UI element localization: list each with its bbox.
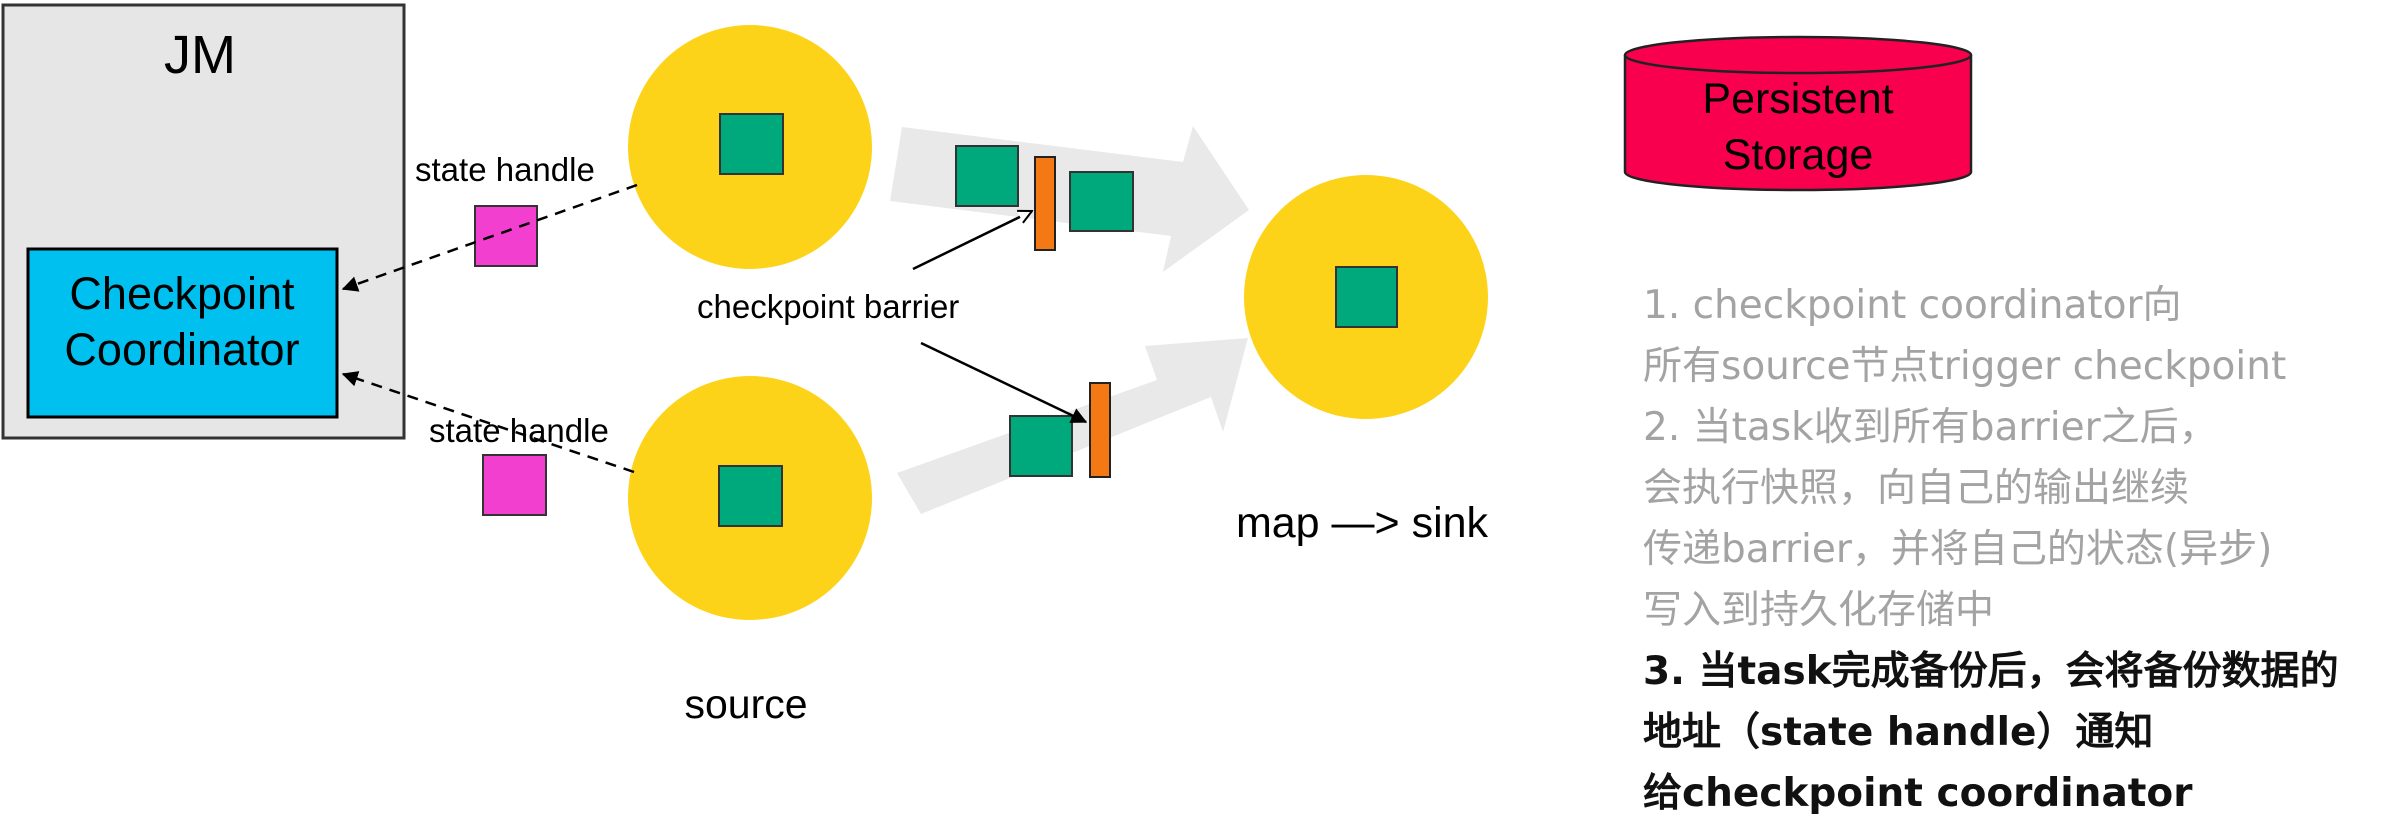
note-step1-line2: 所有source节点trigger checkpoint	[1643, 344, 2287, 389]
record-square	[718, 465, 783, 527]
barrier-pointer-bottom	[920, 341, 1088, 424]
barrier-pointer-top	[912, 211, 1032, 271]
state-handle-square-bottom	[482, 454, 547, 516]
checkpoint-coordinator: Checkpoint Coordinator	[26, 247, 339, 419]
note-step2-line4: 写入到持久化存储中	[1643, 588, 1995, 633]
state-handle-arrow-top	[341, 183, 638, 292]
barrier-marker-top	[1034, 156, 1056, 251]
source-label: source	[684, 681, 807, 727]
coordinator-label-line1: Checkpoint	[69, 268, 295, 319]
state-handle-label-top: state handle	[415, 151, 595, 188]
jm-title: JM	[164, 25, 236, 85]
note-step2-line1: 2. 当task收到所有barrier之后，	[1643, 405, 2218, 450]
record-square	[955, 145, 1019, 207]
note-step3-line2: 地址（state handle）通知	[1643, 710, 2154, 755]
record-square	[1335, 266, 1398, 328]
note-step2-line3: 传递barrier，并将自己的状态(异步)	[1643, 527, 2273, 572]
state-handle-label-bottom: state handle	[429, 412, 609, 449]
note-step3-line1: 3. 当task完成备份后，会将备份数据的	[1643, 649, 2339, 694]
checkpoint-barrier-label: checkpoint barrier	[697, 288, 959, 325]
persistent-storage: Persistent Storage	[1623, 35, 1973, 192]
record-square	[1069, 171, 1134, 232]
state-handle-square-top	[474, 205, 538, 267]
note-step1-line1: 1. checkpoint coordinator向	[1643, 283, 2182, 328]
note-step2-line2: 会执行快照，向自己的输出继续	[1643, 466, 2190, 511]
storage-label-line2: Storage	[1723, 131, 1874, 179]
note-step3-line3: 给checkpoint coordinator	[1643, 771, 2193, 816]
record-square	[719, 113, 784, 175]
coordinator-label-line2: Coordinator	[64, 324, 299, 375]
map-sink-label: map —> sink	[1236, 499, 1489, 547]
state-handle-arrow-bottom	[341, 371, 635, 474]
barrier-marker-bottom	[1089, 382, 1111, 478]
record-square	[1009, 415, 1073, 477]
notes-panel: 1. checkpoint coordinator向 所有source节点tri…	[1643, 275, 2390, 824]
storage-label-line1: Persistent	[1702, 75, 1893, 123]
